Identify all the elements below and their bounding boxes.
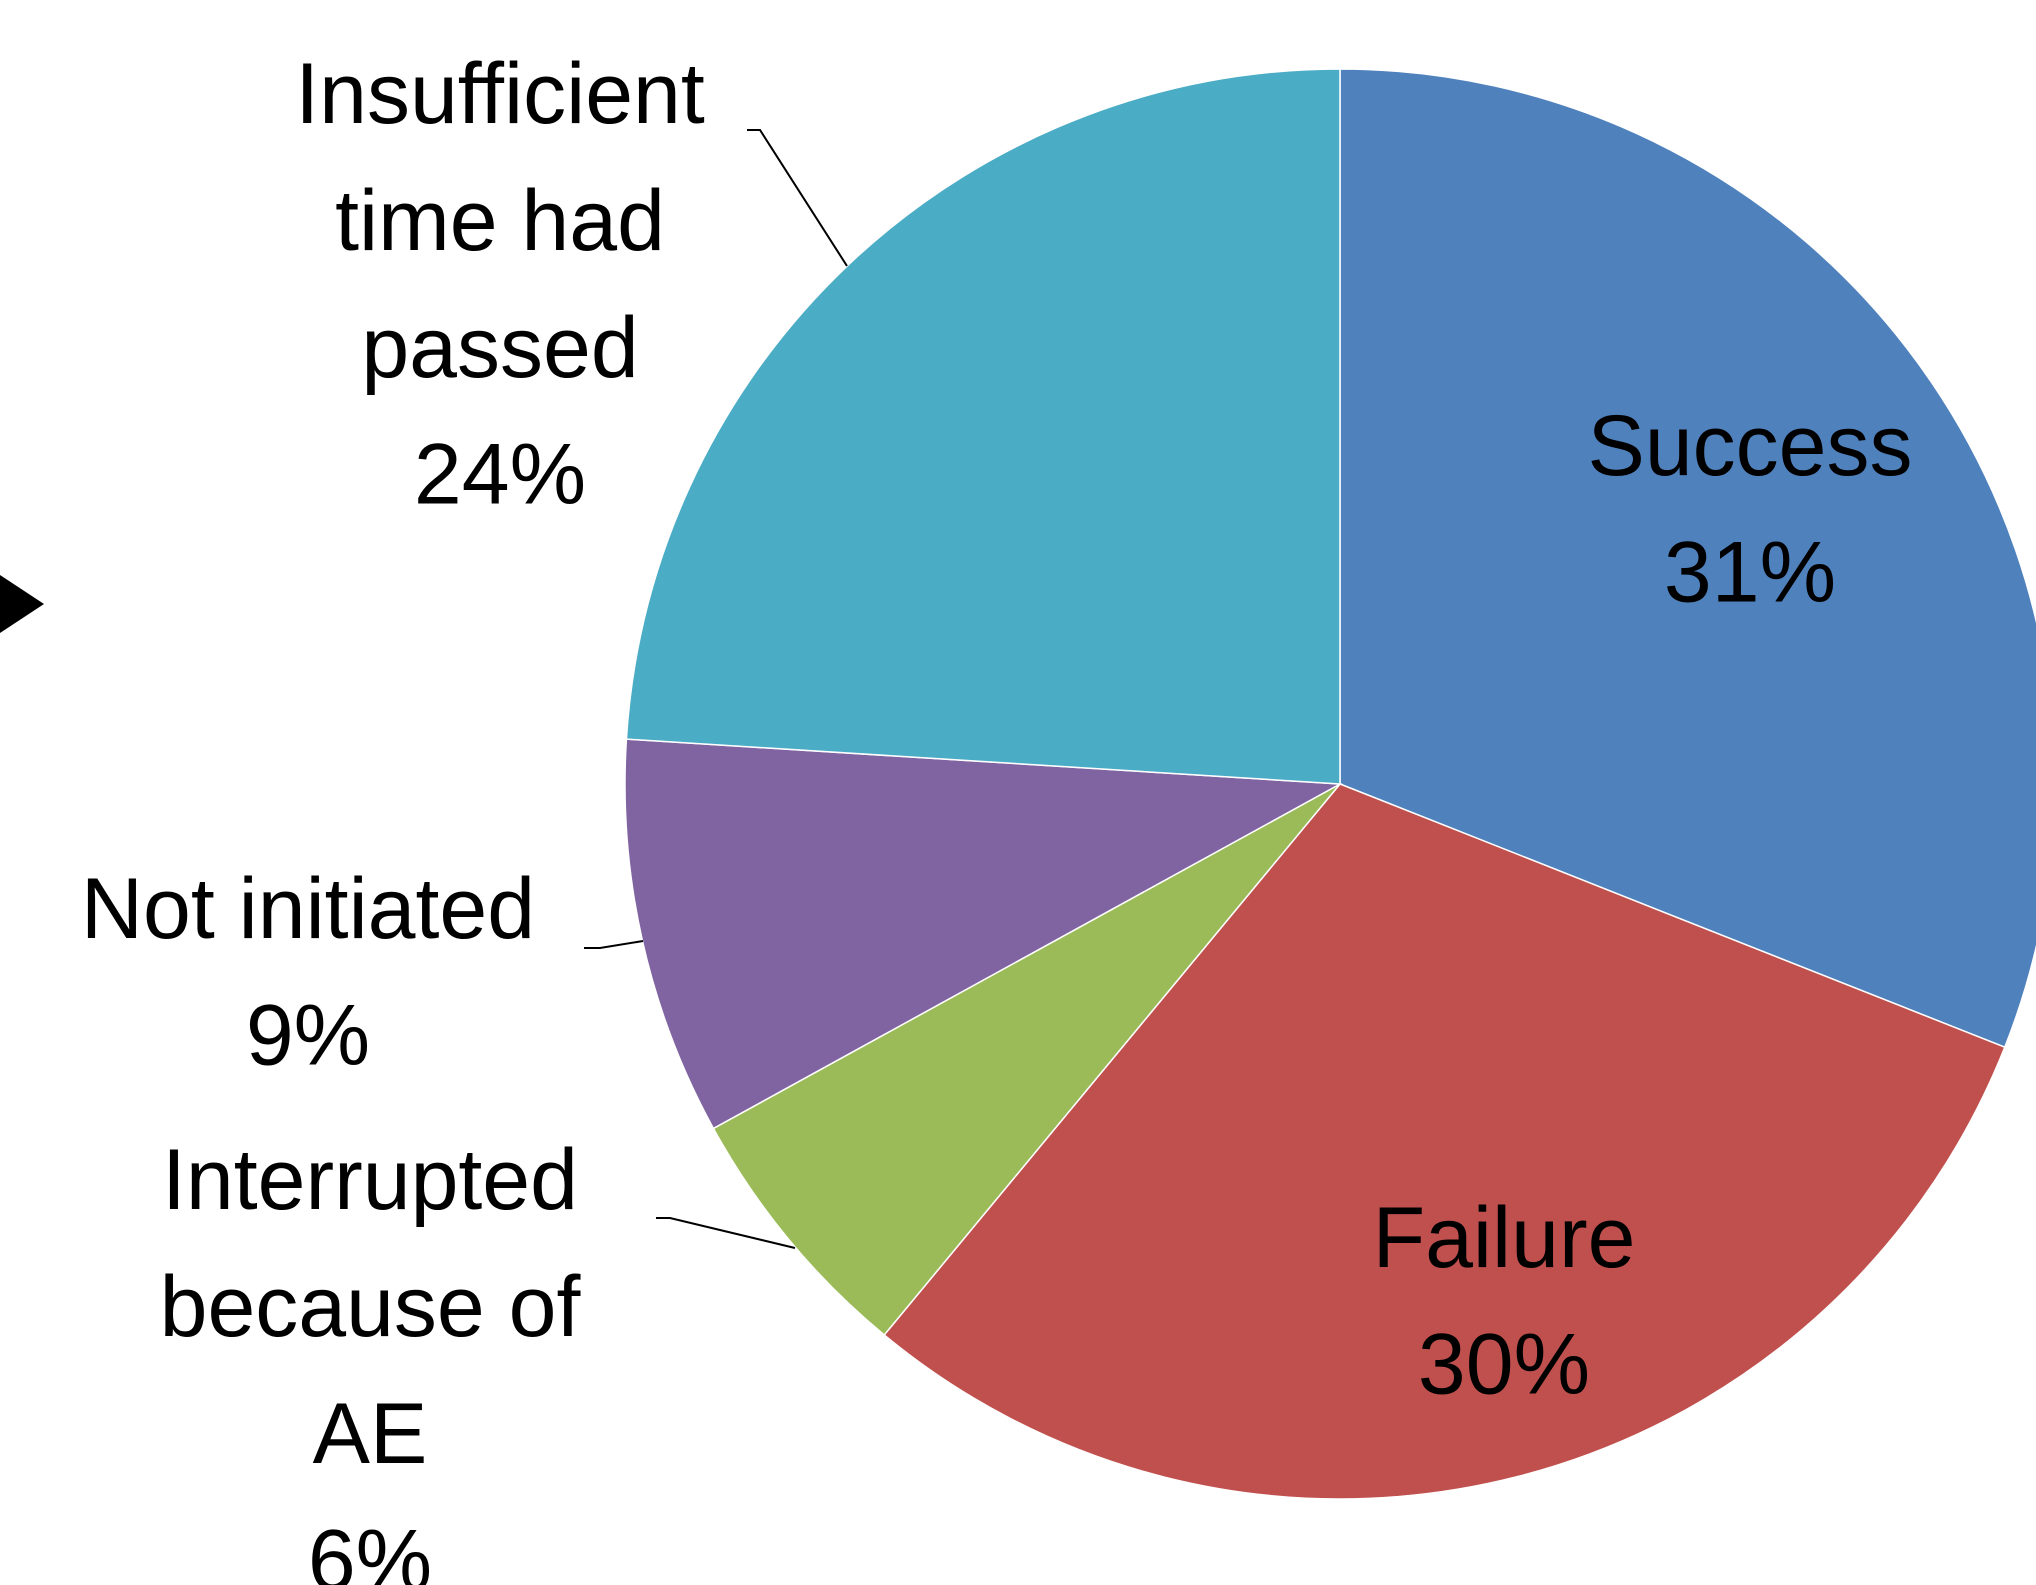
pie-slice	[712, 783, 1341, 1336]
slice-label: Insufficient time had passed	[295, 46, 705, 396]
slice-label: Success	[1587, 398, 1912, 494]
value-label: 30%	[1418, 1317, 1590, 1413]
pie-slice	[883, 783, 2006, 1500]
value-label: 31%	[1664, 525, 1836, 621]
value-label: 9%	[246, 988, 370, 1084]
slice-label: Failure	[1373, 1190, 1636, 1286]
leader-line	[747, 129, 848, 267]
slice-label: Interrupted because of AE	[160, 1132, 582, 1482]
value-label: 6%	[308, 1513, 432, 1585]
arrow-icon	[0, 575, 44, 633]
leader-line	[656, 1217, 796, 1249]
leader-line	[584, 940, 644, 949]
slice-label: Not initiated	[81, 861, 535, 957]
pie-slice	[624, 738, 1343, 1130]
value-label: 24%	[414, 427, 586, 523]
pie-slice	[1339, 68, 2036, 1049]
pie	[624, 68, 2036, 1500]
pie-slice	[625, 68, 1341, 785]
